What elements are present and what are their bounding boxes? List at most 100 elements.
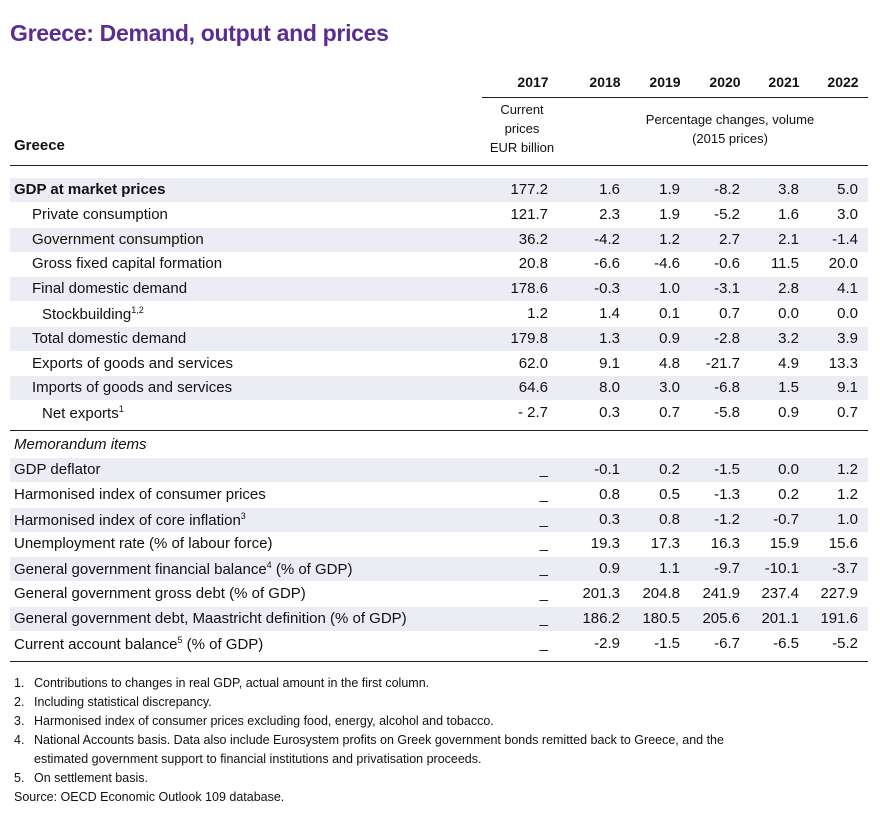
- row-shade: [10, 326, 868, 351]
- cell-value: 0.0: [837, 305, 858, 322]
- cell-value: _: [539, 485, 548, 503]
- label-text: Total domestic demand: [32, 329, 187, 347]
- label-text: Exports of goods and services: [32, 354, 233, 372]
- footnote-number: 3.: [14, 714, 25, 728]
- cell-value: 8.0: [599, 379, 620, 397]
- row-label: Exports of goods and services: [32, 355, 233, 372]
- cell-value: 1.6: [778, 205, 799, 223]
- cell-value: -0.3: [594, 280, 620, 298]
- row-label: Government consumption: [32, 231, 204, 248]
- cell-value: 179.8: [510, 329, 548, 347]
- footnote-text: On settlement basis.: [34, 771, 148, 785]
- label-text: Private consumption: [32, 205, 168, 223]
- cell-value: -4.6: [654, 255, 680, 273]
- cell-value: 121.7: [510, 205, 548, 223]
- cell-value: 19.3: [590, 535, 620, 553]
- cell-value: 178.6: [510, 280, 548, 298]
- cell-value: -2.8: [714, 329, 740, 347]
- cell-value: -6.8: [714, 379, 740, 397]
- cell-value: 13.3: [828, 354, 858, 372]
- cell-value: _: [539, 510, 548, 528]
- cell-value: 20.0: [828, 255, 858, 273]
- cell-value: 1.0: [659, 280, 680, 298]
- cell-value: 0.3: [599, 404, 620, 422]
- label-text: Gross fixed capital formation: [32, 255, 223, 273]
- cell-value: 3.0: [659, 379, 680, 397]
- label-text: GDP at market prices: [14, 181, 166, 198]
- cell-value: 0.9: [778, 404, 799, 422]
- cell-value: 5.0: [837, 181, 858, 198]
- cell-value: 64.6: [518, 379, 548, 397]
- column-note: (2015 prices): [692, 131, 768, 146]
- row-label: Unemployment rate (% of labour force): [14, 535, 272, 552]
- footnote-text: Including statistical discrepancy.: [34, 695, 212, 709]
- cell-value: 9.1: [599, 354, 620, 372]
- cell-value: -6.6: [594, 255, 620, 273]
- cell-value: 227.9: [820, 585, 858, 602]
- row-label: General government debt, Maastricht defi…: [14, 610, 407, 627]
- cell-value: 2.7: [719, 230, 740, 248]
- cell-value: 4.8: [659, 354, 680, 372]
- label-text: Stockbuilding: [42, 306, 132, 323]
- label-text: Current account balance: [14, 635, 178, 653]
- row-label: Current account balance5 (% of GDP): [14, 635, 263, 653]
- footnote-number: 1.: [14, 676, 25, 690]
- cell-value: 0.8: [599, 485, 620, 503]
- label-suffix: (% of GDP): [271, 561, 353, 579]
- cell-value: -3.1: [714, 280, 740, 298]
- cell-value: 3.9: [837, 329, 858, 347]
- header-rule: [482, 97, 868, 98]
- cell-value: _: [539, 461, 548, 478]
- label-text: Unemployment rate (% of labour force): [14, 535, 273, 553]
- year-header: 2022: [827, 74, 859, 90]
- cell-value: 0.3: [599, 510, 620, 528]
- cell-value: 9.1: [837, 379, 858, 397]
- cell-value: -2.9: [594, 634, 620, 652]
- cell-value: -5.2: [832, 634, 858, 652]
- cell-value: -21.7: [705, 354, 740, 372]
- cell-value: 1.5: [778, 379, 799, 397]
- cell-value: _: [539, 585, 548, 602]
- cell-value: -4.2: [594, 230, 620, 248]
- column-note: Percentage changes, volume: [645, 112, 815, 127]
- cell-value: 1.2: [837, 485, 858, 503]
- cell-value: 237.4: [761, 585, 799, 602]
- cell-value: 205.6: [702, 609, 740, 627]
- cell-value: -1.4: [832, 230, 858, 248]
- cell-value: 177.2: [510, 181, 548, 198]
- cell-value: -6.5: [773, 634, 799, 652]
- cell-value: 0.1: [659, 305, 680, 322]
- cell-value: 1.9: [659, 181, 680, 198]
- cell-value: _: [539, 634, 548, 652]
- cell-value: 1.6: [599, 181, 620, 198]
- label-suffix: (% of GDP): [182, 635, 264, 653]
- cell-value: 0.7: [659, 404, 680, 422]
- footnote-number: 5.: [14, 771, 25, 785]
- footnote-text: estimated government support to financia…: [34, 752, 482, 766]
- cell-value: 1.1: [659, 560, 680, 578]
- cell-value: 2.8: [778, 280, 799, 298]
- cell-value: -10.1: [764, 560, 799, 578]
- cell-value: 0.9: [659, 329, 680, 347]
- source: Source: OECD Economic Outlook 109 databa…: [14, 790, 285, 804]
- year-header: 2018: [589, 74, 621, 90]
- cell-value: 204.8: [642, 585, 680, 602]
- cell-value: 4.1: [837, 280, 858, 298]
- cell-value: 15.9: [769, 535, 799, 553]
- footnote-ref: 3: [240, 510, 246, 521]
- label-text: Government consumption: [32, 230, 204, 248]
- cell-value: 1.2: [837, 461, 858, 478]
- cell-value: 0.2: [659, 461, 680, 478]
- footnote-text: Contributions to changes in real GDP, ac…: [34, 676, 430, 690]
- cell-value: 1.9: [659, 205, 680, 223]
- row-label: GDP at market prices: [14, 181, 165, 198]
- cell-value: 3.0: [837, 205, 858, 223]
- row-shade: [10, 557, 868, 582]
- table-bottom-rule: [10, 661, 868, 662]
- cell-value: 1.4: [599, 305, 620, 322]
- cell-value: 62.0: [518, 354, 548, 372]
- footnote-ref: 1: [118, 404, 124, 415]
- cell-value: -5.2: [714, 205, 740, 223]
- row-shade: [10, 376, 868, 401]
- cell-value: 0.7: [837, 404, 858, 422]
